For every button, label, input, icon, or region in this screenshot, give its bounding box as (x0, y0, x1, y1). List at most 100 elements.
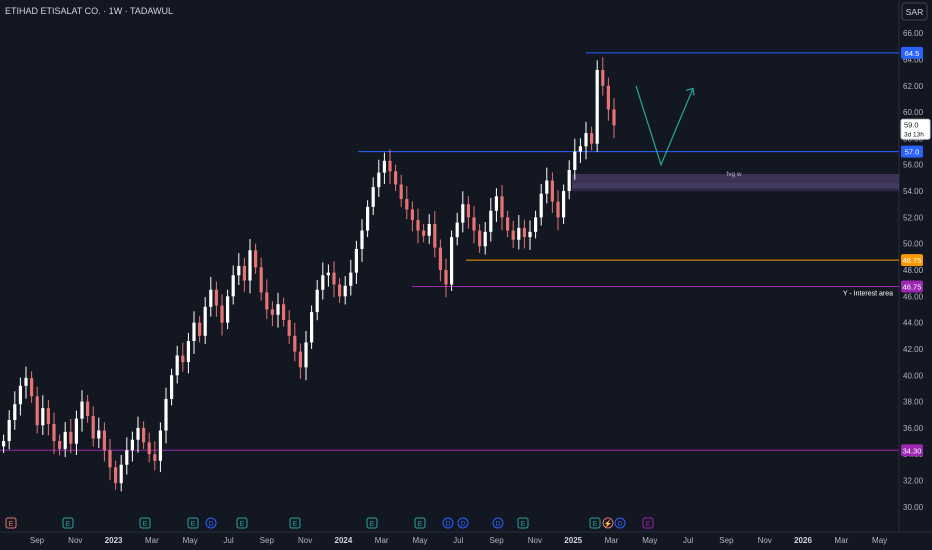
candle (478, 223, 482, 253)
x-tick-label: Mar (145, 536, 159, 545)
event-badge[interactable]: E (187, 517, 199, 529)
event-badge[interactable]: E (62, 517, 74, 529)
event-badge-box (414, 517, 426, 529)
candle-body (254, 250, 258, 268)
candle (265, 279, 269, 320)
candle-body (528, 231, 532, 238)
candle (455, 212, 459, 246)
projection-arrow-head (685, 87, 695, 96)
candle-body (326, 272, 330, 276)
event-badge[interactable]: D (492, 517, 504, 529)
candle (298, 343, 302, 379)
candle-body (332, 272, 336, 285)
candle (270, 301, 274, 327)
candle-body (63, 431, 67, 449)
event-badge-text: D (445, 521, 450, 528)
event-badge[interactable]: E (517, 517, 529, 529)
candle (7, 410, 11, 450)
candle-body (52, 423, 56, 442)
candle-body (539, 193, 543, 218)
candle-body (578, 146, 582, 152)
candle-body (30, 377, 34, 397)
candle-body (450, 237, 454, 285)
candle-body (198, 322, 202, 336)
candle-body (226, 296, 230, 323)
candle (13, 391, 17, 430)
candle (410, 201, 414, 232)
event-badge[interactable]: E (366, 517, 378, 529)
candle-body (175, 355, 179, 376)
fvg-label: fvg w (726, 171, 741, 178)
x-tick-label: Sep (719, 536, 734, 545)
x-tick-label: May (412, 536, 427, 545)
event-badge-box (187, 517, 199, 529)
event-badge-text: ⚡ (604, 519, 613, 528)
candle (382, 152, 386, 184)
event-badge[interactable]: E (289, 517, 301, 529)
projection-arrow[interactable] (635, 85, 694, 167)
candle (136, 416, 140, 453)
candle (427, 214, 431, 244)
event-badge-box (5, 517, 17, 529)
candle (578, 138, 582, 163)
interest-area-label: Y - Interest area (843, 290, 893, 297)
countdown-text: 3d 13h (904, 131, 924, 138)
event-badge[interactable]: D (457, 517, 469, 529)
candle-body (310, 312, 314, 343)
level-price-tag: 57.0 (901, 145, 923, 158)
candle (74, 410, 78, 455)
candle-body (517, 227, 521, 240)
candle (416, 208, 420, 244)
level-tag-text: 64.5 (905, 49, 920, 58)
event-badge-box (289, 517, 301, 529)
candle-body (466, 204, 470, 218)
event-badge[interactable]: D (614, 517, 626, 529)
level-tag-box (901, 145, 923, 158)
event-badge-text: E (143, 521, 148, 528)
level-tag-box (901, 444, 923, 457)
event-badge[interactable]: D (442, 517, 454, 529)
event-badge-box (457, 517, 469, 529)
candle (24, 366, 28, 399)
event-badge[interactable]: E (589, 517, 601, 529)
event-badge[interactable]: E (642, 517, 654, 529)
candle (394, 164, 398, 192)
candle-body (24, 377, 28, 386)
event-badge-box (589, 517, 601, 529)
y-tick-label: 46.00 (903, 292, 924, 301)
candle-body (209, 289, 213, 307)
candle (377, 159, 381, 197)
event-badge-text: D (460, 521, 465, 528)
candle (130, 431, 134, 462)
currency-button[interactable]: SAR (901, 2, 928, 21)
symbol-title: ETIHAD ETISALAT CO. · 1W · TADAWUL (5, 6, 173, 16)
candle (366, 200, 370, 238)
candle-body (444, 270, 448, 285)
candle (186, 332, 190, 374)
candle (254, 243, 258, 274)
candle (371, 177, 375, 215)
candle-body (108, 450, 112, 468)
candle-body (237, 266, 241, 276)
candle (192, 311, 196, 354)
event-badge[interactable]: E (414, 517, 426, 529)
candle (494, 188, 498, 223)
candle (545, 167, 549, 204)
candle-body (69, 431, 73, 444)
level-price-tag: 64.5 (901, 46, 923, 59)
y-tick-label: 40.00 (903, 371, 924, 380)
event-badge[interactable]: D (205, 517, 217, 529)
candle-body (360, 230, 364, 249)
event-badge[interactable]: E (236, 517, 248, 529)
event-badge[interactable]: E (5, 517, 17, 529)
candle-body (282, 304, 286, 320)
candle (97, 417, 101, 449)
x-tick-label: Nov (758, 536, 772, 545)
candle-body (181, 355, 185, 363)
candle (321, 262, 325, 300)
event-badge[interactable]: ⚡ (602, 517, 614, 529)
event-badge[interactable]: E (139, 517, 151, 529)
candle-body (506, 217, 510, 231)
